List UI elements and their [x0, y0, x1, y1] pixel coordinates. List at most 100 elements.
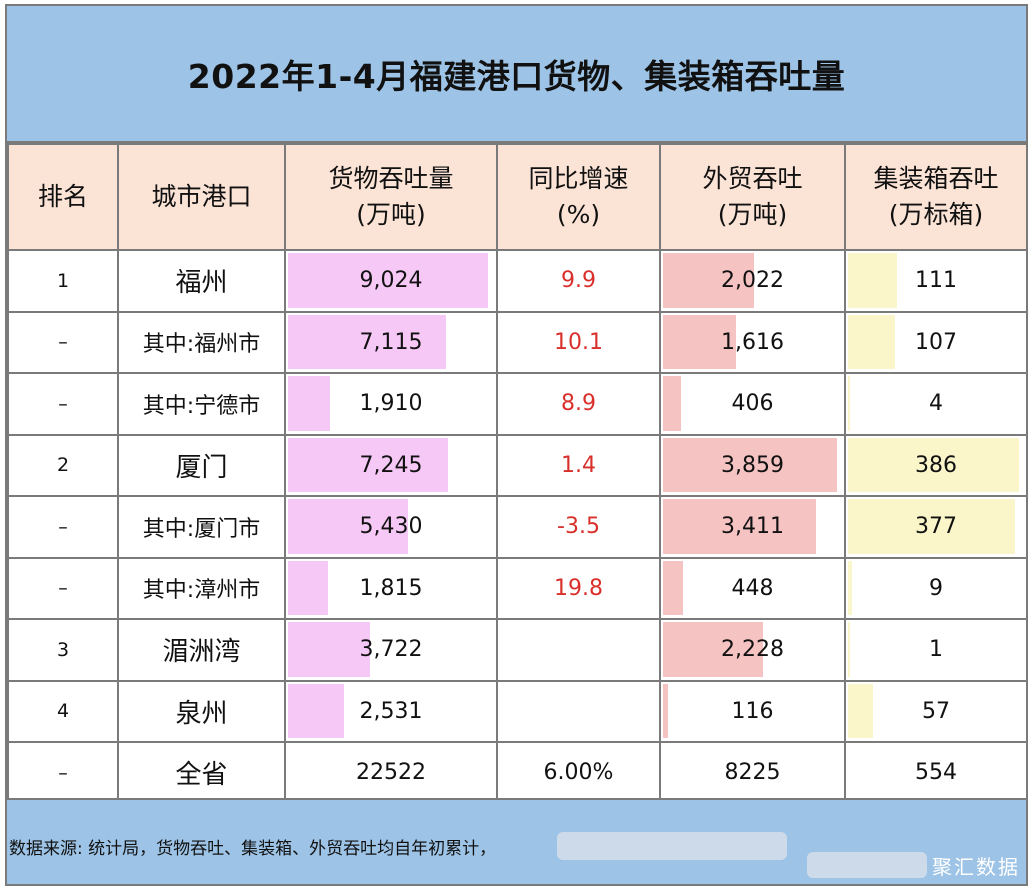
cargo-data-bar [288, 560, 329, 615]
city-cell: 其中:厦门市 [117, 495, 286, 559]
cargo-data-bar [288, 437, 449, 492]
city-cell-value: 其中:福州市 [142, 332, 261, 358]
cargo-cell-value: 22522 [356, 760, 426, 786]
growth-cell: 6.00% [496, 741, 661, 805]
trade-cell-value: 2,228 [721, 637, 784, 663]
city-cell-value: 湄洲湾 [162, 637, 241, 668]
trade-cell: 2,228 [659, 618, 846, 682]
cargo-cell-value: 5,430 [359, 514, 423, 540]
box-cell: 4 [844, 372, 1028, 436]
box-cell-value: 4 [929, 391, 943, 417]
rank-cell-value: – [58, 577, 68, 600]
rank-cell-value: – [58, 331, 68, 354]
source-note: 数据来源: 统计局，货物吞吐、集装箱、外贸吞吐均自年初累计， [9, 839, 497, 859]
box-cell: 57 [844, 679, 1028, 743]
box-data-bar [848, 683, 874, 738]
city-cell: 全省 [117, 741, 286, 805]
growth-cell-value: 1.4 [561, 452, 596, 478]
table-row: 3 湄洲湾 3,722 2,228 1 [7, 618, 1028, 682]
city-cell-value: 全省 [175, 760, 228, 791]
city-cell-value: 厦门 [175, 452, 228, 483]
city-cell-value: 其中:漳州市 [142, 578, 261, 604]
table-row: – 全省 22522 6.00% 8225 554 [7, 741, 1028, 805]
cargo-cell-value: 1,910 [359, 391, 423, 417]
box-cell: 1 [844, 618, 1028, 682]
rank-cell: – [7, 556, 119, 620]
box-data-bar [848, 314, 896, 369]
rank-cell: – [7, 310, 119, 374]
growth-cell: 8.9 [496, 372, 661, 436]
header-cargo: 货物吞吐量 (万吨) [284, 143, 498, 251]
trade-data-bar [663, 376, 682, 431]
table-row: 1 福州 9,024 9.9 2,022 111 [7, 249, 1028, 313]
box-cell-value: 107 [915, 329, 957, 355]
cargo-cell: 7,115 [284, 310, 498, 374]
rank-cell: – [7, 372, 119, 436]
trade-data-bar [663, 683, 669, 738]
trade-data-bar [663, 253, 754, 308]
box-cell-value: 554 [915, 760, 957, 786]
box-cell-value: 111 [915, 268, 957, 294]
box-data-bar [848, 437, 1019, 492]
growth-cell [496, 679, 661, 743]
cargo-cell: 2,531 [284, 679, 498, 743]
box-data-bar [848, 622, 850, 677]
cargo-data-bar [288, 314, 446, 369]
box-cell: 9 [844, 556, 1028, 620]
trade-data-bar [663, 314, 736, 369]
city-cell: 福州 [117, 249, 286, 313]
trade-cell-value: 406 [731, 391, 774, 417]
header-box: 集装箱吞吐 (万标箱) [844, 143, 1028, 251]
rank-cell-value: 3 [56, 638, 70, 661]
box-cell: 111 [844, 249, 1028, 313]
city-cell: 厦门 [117, 433, 286, 497]
box-cell-value: 377 [915, 514, 957, 540]
data-table: 排名 城市港口 货物吞吐量 (万吨) 同比增速 (%) 外贸吞吐 (万吨) 集装箱吞吐… [7, 143, 1028, 805]
trade-cell: 2,022 [659, 249, 846, 313]
growth-cell-value: 9.9 [561, 268, 596, 294]
trade-cell: 116 [659, 679, 846, 743]
watermark: 聚汇数据 [932, 855, 1020, 879]
growth-cell [496, 618, 661, 682]
growth-cell-value: 6.00% [543, 760, 614, 786]
rank-cell: 3 [7, 618, 119, 682]
chart-title: 2022年1-4月福建港口货物、集装箱吞吐量 [187, 56, 846, 96]
growth-cell: 1.4 [496, 433, 661, 497]
box-cell-value: 57 [922, 698, 950, 724]
rank-cell-value: – [58, 392, 68, 415]
blurred-text [557, 832, 787, 860]
title-band: 2022年1-4月福建港口货物、集装箱吞吐量 [7, 6, 1026, 143]
cargo-cell-value: 1,815 [359, 575, 423, 601]
cargo-cell: 1,815 [284, 556, 498, 620]
growth-cell-value: 10.1 [554, 329, 603, 355]
rank-cell: 1 [7, 249, 119, 313]
cargo-cell: 22522 [284, 741, 498, 805]
growth-cell: 9.9 [496, 249, 661, 313]
rank-cell-value: 4 [56, 700, 70, 723]
growth-cell-value: 19.8 [554, 575, 603, 601]
growth-cell-value: 8.9 [561, 391, 596, 417]
box-data-bar [848, 499, 1015, 554]
cargo-cell-value: 9,024 [359, 268, 423, 294]
cargo-cell: 5,430 [284, 495, 498, 559]
trade-cell: 8225 [659, 741, 846, 805]
box-cell: 554 [844, 741, 1028, 805]
header-city: 城市港口 [117, 143, 286, 251]
cargo-cell: 1,910 [284, 372, 498, 436]
table-row: – 其中:宁德市 1,910 8.9 406 4 [7, 372, 1028, 436]
table-row: 4 泉州 2,531 116 57 [7, 679, 1028, 743]
table-row: – 其中:漳州市 1,815 19.8 448 9 [7, 556, 1028, 620]
city-cell: 其中:福州市 [117, 310, 286, 374]
table-row: 2 厦门 7,245 1.4 3,859 386 [7, 433, 1028, 497]
trade-cell: 3,411 [659, 495, 846, 559]
box-data-bar [848, 560, 852, 615]
footer-band: 数据来源: 统计局，货物吞吐、集装箱、外贸吞吐均自年初累计， 聚汇数据 [7, 798, 1026, 884]
box-cell: 377 [844, 495, 1028, 559]
city-cell-value: 泉州 [175, 698, 228, 729]
trade-cell: 1,616 [659, 310, 846, 374]
city-cell-value: 福州 [175, 268, 228, 299]
rank-cell-value: 2 [56, 454, 70, 477]
rank-cell-value: – [58, 761, 68, 784]
growth-cell: 19.8 [496, 556, 661, 620]
city-cell: 泉州 [117, 679, 286, 743]
